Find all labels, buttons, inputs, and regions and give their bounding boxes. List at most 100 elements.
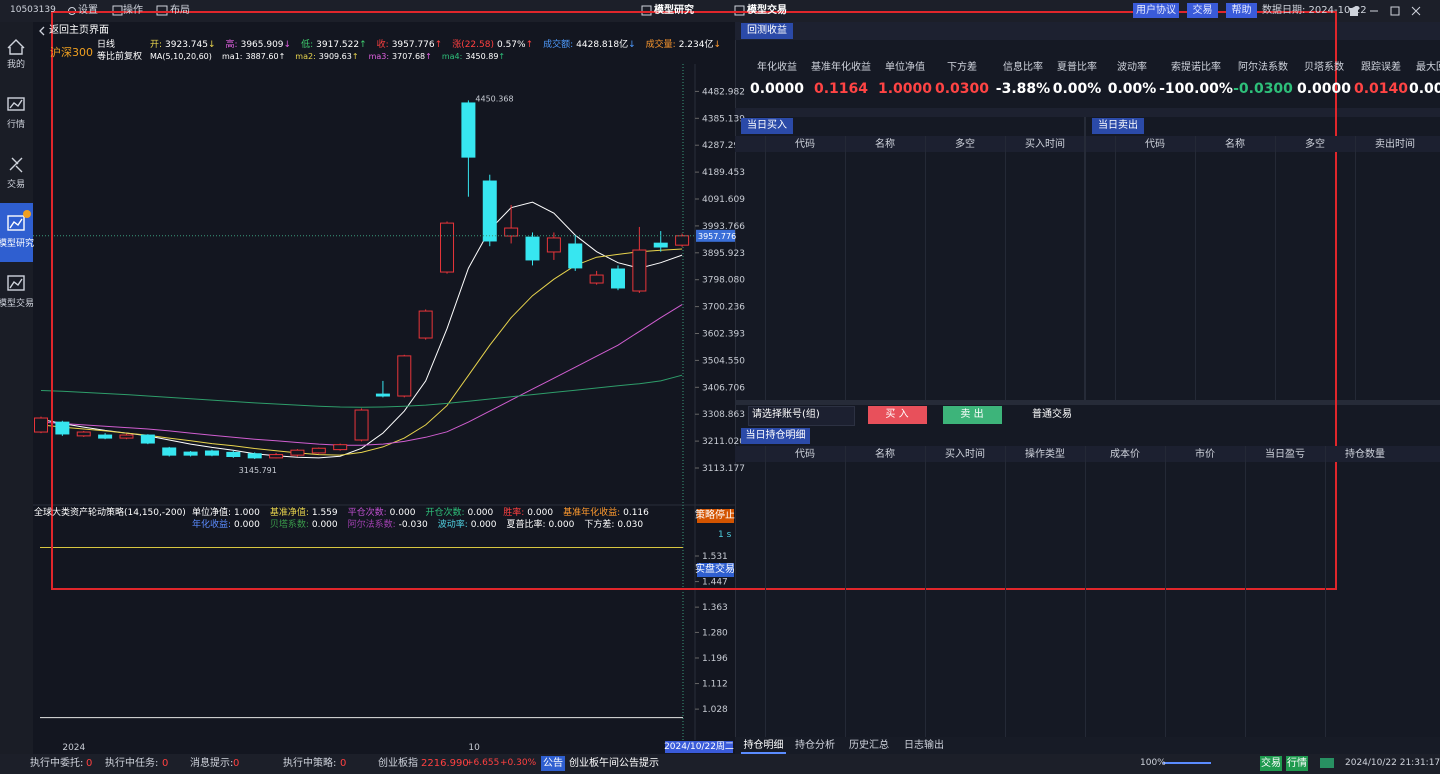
account-id: 10503139 [10,5,56,15]
column-header: 操作类型 [1025,449,1065,460]
stop-button-label[interactable]: 策略停止 [695,510,735,521]
divider [1084,117,1086,400]
tab[interactable] [741,23,793,39]
stop-button[interactable] [697,509,734,523]
metric-label: 单位净值 [885,62,925,73]
table-header [735,446,1440,462]
y-tick-label: 3700.236 [702,303,745,313]
info-label: 阿尔法系数: [347,520,396,530]
menu-item[interactable]: 设置 [78,5,98,16]
info-row: 单位净值: 1.000 基准净值: 1.559 平仓次数: 0.000 开仓次数: 0.000… [192,509,659,518]
account-select[interactable] [748,406,855,426]
tab[interactable] [1092,118,1144,134]
buy-button[interactable] [868,406,927,424]
price-box [696,229,735,242]
icon-model-trade [7,275,25,291]
window-restore[interactable] [1390,6,1400,16]
top-button[interactable] [1133,3,1179,18]
y-tick-label: 3798.080 [702,276,745,286]
y-tick-label: 4482.982 [702,87,745,97]
notice[interactable]: 创业板午间公告提示 [569,758,659,769]
tab-label[interactable]: 当日持仓明细 [745,430,806,441]
zoom-slider[interactable] [1163,762,1211,764]
top-button-label[interactable]: 用户协议 [1136,5,1176,16]
trade-status-label[interactable]: 交易 [1261,758,1281,769]
icon-research [7,215,25,231]
sell-button[interactable] [943,406,1002,424]
top-tab[interactable]: 模型研究 [654,5,694,16]
top-button[interactable] [1187,3,1218,18]
info-label: ma3: [368,52,390,61]
tab-label[interactable]: 当日卖出 [1098,120,1138,131]
candle-body [653,242,668,248]
info-arrow: ↓ [628,40,636,50]
info-label: 成交量: [645,40,676,50]
x-tick-label: 2024 [62,743,85,753]
y-tick-label: 1.196 [702,654,728,664]
top-button-label[interactable]: 交易 [1192,5,1213,16]
tab-label[interactable]: 回测收益 [747,25,787,36]
metric-label: 阿尔法系数 [1238,62,1288,73]
candle-body [461,102,476,158]
bottom-tab[interactable]: 日志输出 [904,740,944,751]
icon-market [9,99,23,109]
candle-body [55,421,70,435]
buy-button-label[interactable]: 买 入 [885,409,909,420]
cursor-date: 2024/10/22周二 [664,742,734,752]
metric-label: 下方差 [947,62,977,73]
tab[interactable] [741,118,793,134]
account-select-label[interactable]: 请选择账号(组) [752,409,820,420]
market-status-label[interactable]: 行情 [1287,758,1307,769]
sidebar-label[interactable]: 我的 [6,60,26,70]
trade-status[interactable] [1260,756,1282,771]
sidebar-label[interactable]: 模型交易 [0,299,35,309]
column-header: 成本价 [1110,449,1140,460]
candle-body [247,453,262,459]
trade-mode[interactable]: 普通交易 [1032,409,1072,420]
metric-value: -3.88% [995,81,1051,97]
candle-body [333,444,348,451]
bottom-tab[interactable]: 持仓分析 [795,740,835,751]
info-label: 低: [301,40,314,50]
info-arrow: ↑ [359,40,367,50]
tab[interactable] [741,428,810,444]
sell-button-label[interactable]: 卖 出 [960,409,984,420]
info-value: 1.000 [234,508,260,518]
tab-label[interactable]: 当日买入 [747,120,787,131]
status-bar [0,754,1440,774]
bottom-tab[interactable]: 持仓明细 [743,740,784,751]
info-label: ma1: [222,52,243,61]
candle-body [375,393,390,397]
live-button-label[interactable]: 实盘交易 [695,564,735,575]
annotation-frame [51,11,1337,590]
candle-body [675,235,690,246]
column-line [845,136,846,400]
metric-value: 0.0000 [749,81,805,97]
bottom-tab[interactable]: 历史汇总 [849,740,889,751]
column-line [845,446,846,737]
live-button[interactable] [697,563,734,577]
top-tab[interactable]: 模型交易 [747,5,787,16]
back-link[interactable]: 返回主页界面 [49,25,109,36]
info-label: 贝塔系数: [269,520,309,530]
sidebar-label[interactable]: 交易 [6,180,26,190]
window-close[interactable] [1411,6,1421,16]
divider [735,108,1440,117]
column-line [925,136,926,400]
metric-value: -100.00% [1159,81,1233,97]
info-label: 高: [225,40,238,50]
candle-body [632,249,647,292]
info-value: 0.000 [548,520,575,530]
candle-body [525,236,540,261]
menu-item[interactable]: 操作 [123,5,143,16]
y-tick-label: 1.363 [702,603,728,613]
sidebar-label[interactable]: 模型研究 [0,239,35,249]
top-button[interactable] [1226,3,1257,18]
info-label: 基准年化收益: [563,508,621,518]
ma-label: MA(5,10,20,60) [150,52,212,61]
menu-item[interactable]: 布局 [170,5,190,16]
sidebar-label[interactable]: 行情 [6,120,26,130]
top-button-label[interactable]: 帮助 [1231,5,1252,16]
market-status[interactable] [1286,756,1308,771]
y-tick-label: 3602.393 [702,330,745,340]
